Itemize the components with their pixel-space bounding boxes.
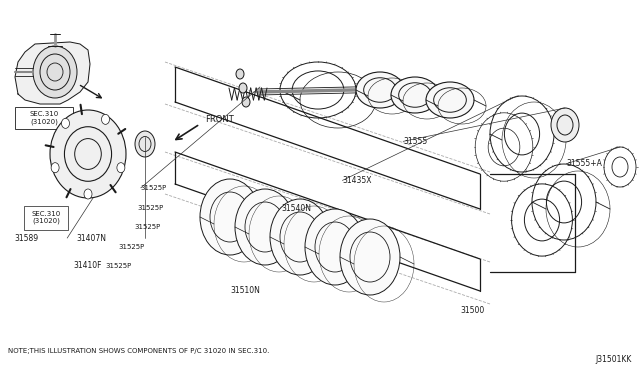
- Ellipse shape: [551, 108, 579, 142]
- Ellipse shape: [270, 199, 330, 275]
- Ellipse shape: [235, 189, 295, 265]
- Text: 31410F: 31410F: [74, 262, 102, 270]
- Text: 31589: 31589: [14, 234, 38, 243]
- Text: 31407N: 31407N: [77, 234, 107, 243]
- Ellipse shape: [242, 97, 250, 107]
- Text: 31525P: 31525P: [134, 224, 161, 230]
- Bar: [24, 206, 68, 230]
- Ellipse shape: [50, 110, 126, 198]
- Ellipse shape: [51, 163, 59, 173]
- Text: 31525P: 31525P: [106, 263, 132, 269]
- Text: SEC.310: SEC.310: [29, 111, 59, 117]
- Text: 31540N: 31540N: [282, 204, 312, 213]
- Text: NOTE;THIS ILLUSTRATION SHOWS COMPONENTS OF P/C 31020 IN SEC.310.: NOTE;THIS ILLUSTRATION SHOWS COMPONENTS …: [8, 348, 269, 354]
- Text: 31500: 31500: [461, 306, 485, 315]
- Bar: [15, 107, 73, 129]
- Ellipse shape: [239, 83, 247, 93]
- Text: FRONT: FRONT: [205, 115, 234, 125]
- Ellipse shape: [135, 131, 155, 157]
- Ellipse shape: [391, 77, 439, 113]
- Text: SEC.310
(31020): SEC.310 (31020): [31, 211, 61, 224]
- Ellipse shape: [61, 118, 70, 128]
- Text: 31435X: 31435X: [342, 176, 372, 185]
- Ellipse shape: [117, 163, 125, 173]
- Text: (31020): (31020): [30, 119, 58, 125]
- Text: 31525P: 31525P: [141, 185, 167, 191]
- Ellipse shape: [102, 114, 109, 124]
- Ellipse shape: [305, 209, 365, 285]
- Ellipse shape: [200, 179, 260, 255]
- Text: 31525P: 31525P: [118, 244, 145, 250]
- Ellipse shape: [33, 46, 77, 98]
- Text: 31555: 31555: [403, 137, 428, 146]
- Text: 31555+A: 31555+A: [566, 159, 602, 168]
- Ellipse shape: [340, 219, 400, 295]
- Ellipse shape: [236, 69, 244, 79]
- Ellipse shape: [84, 189, 92, 199]
- Text: 31525P: 31525P: [138, 205, 164, 211]
- Text: 31510N: 31510N: [230, 286, 260, 295]
- Text: J31501KK: J31501KK: [596, 355, 632, 364]
- Ellipse shape: [426, 82, 474, 118]
- Ellipse shape: [394, 87, 402, 93]
- Ellipse shape: [356, 72, 404, 108]
- Polygon shape: [15, 42, 90, 104]
